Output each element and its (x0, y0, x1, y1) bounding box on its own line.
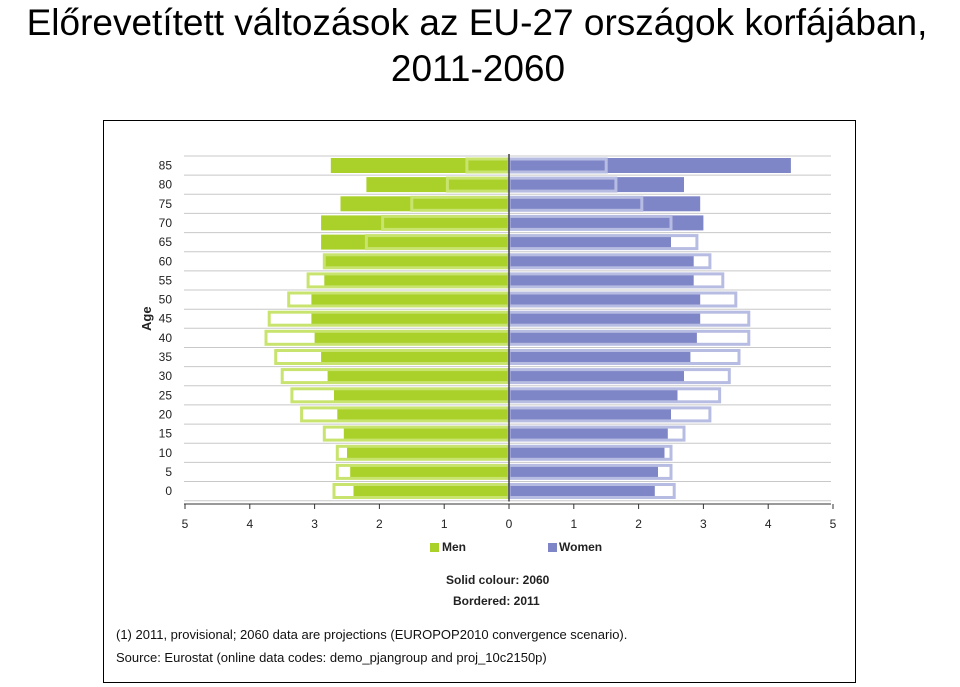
age-label: 70 (159, 216, 173, 230)
age-label: 65 (159, 235, 173, 249)
legend-swatch-women (548, 543, 557, 552)
legend: Men Women (430, 540, 602, 554)
bar-men-2060 (340, 196, 509, 212)
age-label: 30 (159, 369, 173, 383)
x-tick-label: 4 (765, 517, 772, 531)
legend-label-men: Men (442, 540, 466, 554)
age-label: 60 (159, 254, 173, 268)
bar-women-2060 (509, 196, 701, 212)
title-line-1: Előrevetített változások az EU-27 ország… (26, 2, 928, 43)
x-tick-label: 3 (311, 517, 318, 531)
y-axis-title: Age (139, 306, 154, 331)
x-tick-label: 5 (182, 517, 189, 531)
source-line: Source: Eurostat (online data codes: dem… (116, 650, 547, 665)
bar-women-2060 (509, 368, 684, 384)
x-tick-label: 1 (441, 517, 448, 531)
age-label: 0 (165, 484, 172, 498)
bar-men-2060 (321, 234, 509, 250)
bar-women-2060 (509, 158, 791, 173)
legend-label-women: Women (559, 540, 602, 554)
age-label: 40 (159, 331, 173, 345)
bar-men-2060 (314, 330, 509, 346)
bar-women-2060 (509, 483, 655, 499)
bar-men-2060 (347, 445, 509, 461)
bar-women-2060 (509, 464, 658, 480)
bar-men-2060 (324, 253, 509, 269)
bars (264, 154, 791, 502)
bar-men-2060 (343, 426, 509, 442)
note-bordered: Bordered: 2011 (453, 594, 540, 608)
bar-women-2060 (509, 177, 684, 193)
age-label: 85 (159, 159, 173, 173)
x-tick-label: 4 (246, 517, 253, 531)
legend-swatch-men (430, 543, 439, 552)
age-label: 45 (159, 312, 173, 326)
bar-men-2060 (353, 483, 509, 499)
bar-women-2060 (509, 311, 701, 327)
x-tick-label: 2 (376, 517, 383, 531)
x-tick-label: 0 (506, 517, 513, 531)
footnote: (1) 2011, provisional; 2060 data are pro… (116, 627, 627, 642)
bar-men-2060 (321, 349, 509, 365)
bar-women-2060 (509, 292, 701, 307)
bar-women-2060 (509, 387, 678, 403)
age-label: 20 (159, 407, 173, 421)
x-tick-label: 3 (700, 517, 707, 531)
bar-men-2060 (334, 387, 509, 403)
x-tick-label: 1 (570, 517, 577, 531)
bar-women-2060 (509, 349, 691, 365)
age-label: 5 (165, 465, 172, 479)
title-line-2: 2011-2060 (390, 48, 566, 89)
bar-men-2060 (321, 215, 509, 231)
bar-men-2060 (366, 177, 509, 193)
bar-men-2060 (324, 272, 509, 288)
page-title: Előrevetített változások az EU-27 ország… (0, 0, 960, 92)
note-solid: Solid colour: 2060 (446, 573, 550, 587)
bar-men-2060 (337, 406, 509, 422)
bar-women-2060 (509, 253, 694, 269)
bar-men-2060 (330, 158, 509, 173)
bar-women-2060 (509, 215, 704, 231)
age-label: 35 (159, 350, 173, 364)
age-axis: 0 5 10 15 20 25 30 35 40 45 50 55 60 65 70 75 80 85 (159, 159, 173, 499)
age-label: 50 (159, 293, 173, 307)
bar-men-2060 (311, 311, 509, 327)
age-label: 10 (159, 446, 173, 460)
bar-women-2060 (509, 330, 697, 346)
grid-lines (184, 155, 831, 502)
bar-women-2060 (509, 406, 671, 422)
age-label: 80 (159, 178, 173, 192)
age-label: 25 (159, 388, 173, 402)
age-label: 15 (159, 427, 173, 441)
bar-women-2060 (509, 234, 671, 250)
x-axis: 5 4 3 2 1 0 1 2 3 4 5 (182, 503, 837, 531)
x-tick-label: 5 (830, 517, 837, 531)
x-tick-label: 2 (635, 517, 642, 531)
age-label: 75 (159, 197, 173, 211)
bar-women-2060 (509, 426, 668, 442)
bar-men-2060 (350, 464, 509, 480)
bar-men-2060 (327, 368, 509, 384)
bar-women-2060 (509, 445, 665, 461)
age-label: 55 (159, 273, 173, 287)
bar-men-2060 (311, 292, 509, 307)
bar-women-2060 (509, 272, 694, 288)
